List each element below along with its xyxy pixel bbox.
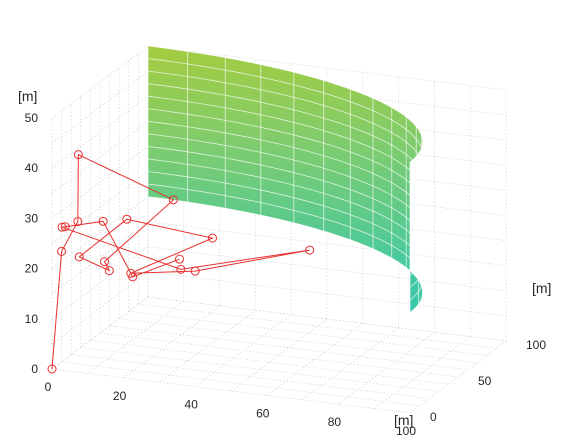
path-marker [305,245,315,255]
x-axis-unit-label: [m] [394,412,413,428]
path-marker [60,222,70,232]
floor-grid-line [80,347,439,392]
x-tick-label: 80 [328,415,342,429]
side-wall-grid-line [51,221,149,294]
floor-grid-line [128,311,487,356]
side-wall-grid-line [51,271,149,345]
floor-grid-line [51,368,411,414]
side-wall-grid-line [51,95,149,169]
y-tick-label: 100 [526,338,546,352]
z-tick-label: 30 [25,211,39,225]
path-marker [73,150,83,160]
path-marker [168,195,178,205]
path-marker [176,264,186,274]
path-marker [57,222,67,232]
floor-grid-line [230,318,328,392]
z-axis-unit-label: [m] [18,88,37,104]
z-tick-label: 10 [25,312,39,326]
floor-grid-line [374,336,471,409]
floor-grid-line [138,303,497,349]
floor-grid-line [119,318,478,363]
floor-grid-line [90,339,449,385]
path-marker [174,254,184,264]
path-marker [57,246,67,256]
y-tick-label: 50 [478,374,492,388]
back-wall-grid-line [147,271,507,317]
x-tick-label: 60 [256,406,270,420]
path-marker [100,257,110,267]
floor-grid-line [99,332,459,378]
side-wall-grid-line [51,45,149,119]
path-marker [128,272,138,282]
path-marker [104,266,114,276]
surface-patch [148,46,423,313]
floor-grid-line [266,323,363,396]
side-wall-grid-line [51,196,149,269]
x-tick-label: 20 [113,389,127,403]
side-wall-grid-line [51,296,149,370]
y-axis-unit-label: [m] [532,280,551,296]
floor-grid-line [109,325,468,371]
path-series [47,150,315,374]
path-marker [190,266,200,276]
path-marker [74,252,84,262]
x-tick-label: 100 [396,424,416,438]
path-line [51,153,310,370]
z-tick-label: 20 [25,262,39,276]
back-wall-grid-line [147,296,507,342]
floor-grid-line [71,354,430,399]
side-wall-grid-line [51,246,149,320]
z-tick-label: 0 [31,362,38,376]
path-marker [73,217,83,227]
axis-ticks: 0 20 40 60 80 100 0 50 100 0 10 20 30 40 50 [25,111,547,438]
x-tick-label: 0 [45,380,52,394]
z-tick-label: 40 [25,161,39,175]
path-marker [207,233,217,243]
side-wall-grid-line [51,146,149,219]
path-marker [122,214,132,224]
back-wall-grid-line [147,221,507,266]
side-wall-grid-line [51,70,149,144]
side-wall-grid-line [51,121,149,194]
surface [147,45,424,313]
back-wall-grid-line [147,246,507,292]
back-wall-grid-line [147,45,507,91]
z-tick-label: 50 [25,111,39,125]
path-marker [47,364,57,374]
x-tick-label: 40 [185,398,199,412]
side-wall-grid-line [51,171,149,244]
path-marker [98,216,108,226]
y-tick-label: 0 [430,410,437,424]
floor-grid-line [61,361,420,407]
floor-grid-line [123,305,220,379]
floor-grid-line [338,331,435,405]
floor-grid-line [159,309,256,383]
